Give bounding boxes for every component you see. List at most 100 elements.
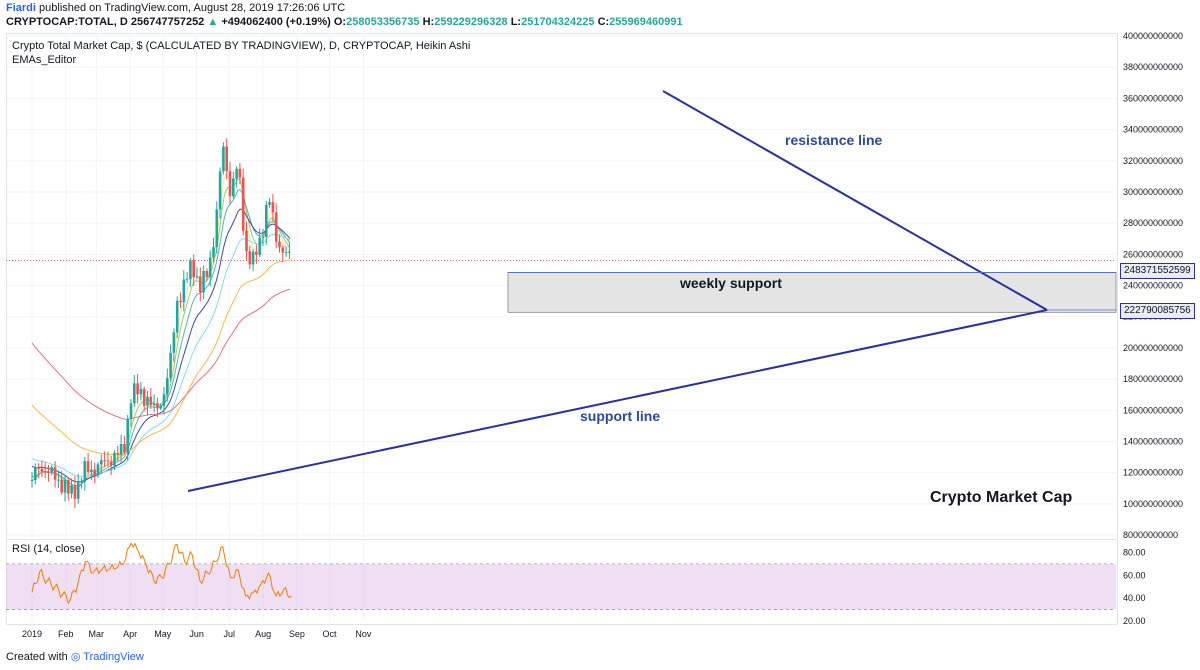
candle-body	[199, 276, 202, 293]
y-tick-label: 260000000000	[1123, 249, 1183, 259]
y-tick-label: 140000000000	[1123, 436, 1183, 446]
y-tick-label: 80000000000	[1123, 530, 1178, 540]
y-tick-label: 380000000000	[1123, 62, 1183, 72]
candle-body	[50, 467, 54, 473]
candle-body	[278, 241, 281, 248]
tradingview-brand[interactable]: TradingView	[83, 651, 144, 663]
rsi-tick-label: 20.00	[1123, 616, 1146, 626]
x-tick-label: Jul	[224, 629, 236, 639]
weekly-support-zone	[507, 272, 1117, 313]
candle-body	[47, 471, 50, 473]
candle-body	[179, 300, 182, 303]
candle-body	[268, 202, 271, 205]
candle-body	[96, 464, 100, 476]
x-tick-label: 2019	[22, 629, 42, 639]
low-label: L:	[510, 16, 522, 28]
candle-body	[215, 209, 219, 248]
high-label: H:	[422, 16, 435, 28]
candle-body	[248, 251, 252, 265]
y-tick-label: 240000000000	[1123, 281, 1183, 291]
symbol-label: CRYPTOCAP:TOTAL, D	[6, 16, 128, 28]
candle-body	[205, 270, 209, 278]
candle-body	[152, 403, 156, 406]
candle-body	[100, 460, 103, 465]
candle-body	[159, 405, 162, 409]
candle-body	[261, 236, 265, 238]
y-tick-label: 360000000000	[1123, 93, 1183, 103]
support-label: support line	[580, 408, 660, 424]
candle-body	[73, 485, 77, 499]
candle-body	[189, 260, 192, 280]
candle-body	[166, 377, 169, 395]
candle-body	[162, 394, 166, 406]
candle-body	[274, 212, 278, 242]
price-change: +494062400 (+0.19%)	[221, 16, 331, 28]
candle-body	[53, 467, 57, 480]
candle-body	[281, 247, 285, 253]
rsi-band	[6, 563, 1116, 610]
x-tick-label: Mar	[89, 629, 105, 639]
close-label: C:	[597, 16, 610, 28]
candle-body	[149, 396, 153, 406]
candle-body	[67, 480, 70, 494]
up-arrow-icon: ▲	[207, 16, 219, 28]
y-tick-label: 400000000000	[1123, 31, 1183, 41]
x-tick-label: Nov	[355, 629, 372, 639]
y-tick-label: 160000000000	[1123, 405, 1183, 415]
rsi-tick-label: 40.00	[1123, 593, 1146, 603]
header-bar: Fiardi published on TradingView.com, Aug…	[0, 0, 1200, 30]
open-label: O:	[333, 16, 347, 28]
rsi-label: RSI (14, close)	[12, 543, 85, 555]
candle-body	[133, 383, 136, 404]
candle-body	[103, 460, 106, 462]
resistance-label: resistance line	[785, 132, 882, 148]
candle-body	[136, 383, 139, 395]
x-tick-label: Oct	[323, 629, 338, 639]
last-price: 256747757252	[130, 16, 205, 28]
chart-title: Crypto Total Market Cap, $ (CALCULATED B…	[12, 40, 471, 52]
rsi-line	[31, 542, 292, 605]
author-name[interactable]: Fiardi	[6, 2, 36, 14]
candle-body	[182, 279, 186, 303]
rsi-tick-label: 60.00	[1123, 570, 1146, 580]
rsi-tick-label: 80.00	[1123, 547, 1146, 557]
x-tick-label: Apr	[123, 629, 137, 639]
candle-body	[169, 352, 172, 378]
candle-body	[86, 461, 90, 472]
candle-body	[195, 276, 199, 278]
candle-body	[251, 251, 255, 265]
candle-body	[109, 461, 113, 466]
watermark-label: Crypto Market Cap	[930, 489, 1072, 506]
low-value: 251704324225	[521, 16, 595, 28]
candle-body	[288, 251, 291, 253]
candle-body	[212, 247, 215, 258]
x-tick-label: Sep	[289, 629, 305, 639]
y-tick-label: 320000000000	[1123, 156, 1183, 166]
candle-body	[172, 332, 176, 353]
resistance-trend-line	[662, 90, 1048, 311]
ema-line-yellow	[31, 171, 291, 491]
candle-body	[40, 468, 44, 472]
candle-body	[43, 471, 47, 473]
footer: Created with ◎ TradingView	[6, 650, 144, 663]
candle-body	[80, 481, 83, 483]
candle-body	[57, 479, 60, 481]
tradingview-logo-icon[interactable]: ◎ TradingView	[70, 651, 144, 663]
candle-body	[142, 388, 146, 406]
candle-body	[106, 460, 110, 462]
candle-body	[235, 168, 238, 179]
candle-body	[245, 230, 248, 252]
candle-body	[228, 171, 232, 197]
candle-body	[119, 443, 123, 455]
candle-body	[156, 403, 159, 409]
candle-body	[63, 480, 67, 493]
publish-text: published on TradingView.com, August 28,…	[39, 2, 346, 14]
candle-body	[37, 467, 40, 469]
price-tag-lower: 222790085756	[1120, 303, 1195, 319]
candle-body	[192, 260, 195, 278]
candle-body	[232, 178, 235, 197]
support-trend-line	[187, 309, 1048, 492]
candle-body	[218, 171, 222, 210]
candle-body	[258, 237, 261, 255]
